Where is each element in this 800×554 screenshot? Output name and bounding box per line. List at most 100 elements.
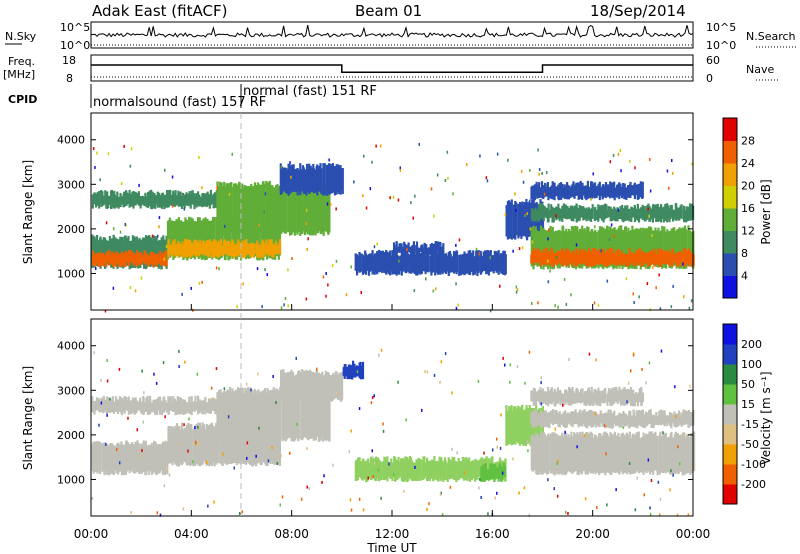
velocity-noise-cell <box>371 456 374 460</box>
power-cell <box>162 235 165 266</box>
power-cell <box>329 163 332 194</box>
power-cell <box>413 254 416 275</box>
power-cell <box>542 205 545 221</box>
power-cell <box>543 229 546 267</box>
power-cell <box>534 226 537 265</box>
velocity-cell <box>365 461 368 483</box>
power-cell <box>610 182 613 198</box>
power-cell <box>505 205 508 237</box>
power-cell <box>638 247 641 263</box>
power-noise-cell <box>412 216 414 220</box>
power-cell <box>611 182 615 199</box>
velocity-cell <box>613 410 616 424</box>
velocity-cell <box>548 391 551 404</box>
velocity-cell <box>255 429 258 463</box>
power-cell <box>551 206 554 223</box>
power-cell <box>233 243 236 257</box>
velocity-cell <box>355 459 358 481</box>
power-noise-cell <box>96 151 98 155</box>
colorbar-swatch <box>723 140 737 164</box>
power-noise-cell <box>547 259 549 263</box>
power-noise-cell <box>531 237 533 240</box>
power-noise-cell <box>651 266 654 270</box>
power-noise-cell <box>655 286 657 290</box>
velocity-cell <box>188 396 191 414</box>
velocity-noise-cell <box>91 496 94 500</box>
power-cell <box>208 194 211 209</box>
velocity-cell <box>545 410 548 424</box>
power-cell <box>443 253 446 273</box>
velocity-cell <box>386 456 389 482</box>
power-cell <box>148 255 151 262</box>
power-noise-cell <box>515 290 518 294</box>
velocity-noise-cell <box>660 349 663 353</box>
power-cell <box>178 193 181 207</box>
velocity-cell <box>472 460 475 479</box>
power-cell <box>145 196 148 208</box>
velocity-cell <box>383 456 386 480</box>
power-cell <box>244 240 247 258</box>
power-cell <box>164 194 167 208</box>
velocity-cell <box>414 462 417 481</box>
power-noise-cell <box>670 305 673 309</box>
velocity-noise-cell <box>164 415 166 419</box>
velocity-cell <box>530 390 533 402</box>
power-noise-cell <box>171 204 174 208</box>
power-cell <box>266 182 269 233</box>
power-cell <box>154 195 157 209</box>
power-cell <box>532 185 535 201</box>
power-cell <box>637 228 640 265</box>
power-cell <box>615 229 618 269</box>
power-noise-cell <box>593 301 596 305</box>
power-cell <box>174 190 177 207</box>
velocity-cell <box>655 416 658 425</box>
power-cell <box>635 228 638 269</box>
y-tick-label: 4000 <box>57 134 85 147</box>
power-cell <box>576 251 579 267</box>
velocity-cell <box>594 414 597 424</box>
velocity-cell <box>121 397 124 416</box>
power-cell <box>569 205 572 220</box>
velocity-cell <box>310 388 313 439</box>
velocity-cell <box>667 416 670 424</box>
power-cell <box>561 205 564 222</box>
velocity-noise-cell <box>192 460 194 464</box>
velocity-cell <box>514 406 517 445</box>
power-cell <box>563 231 566 266</box>
velocity-cell <box>136 442 139 472</box>
power-cell <box>359 253 362 273</box>
power-cell <box>687 225 690 266</box>
velocity-cell <box>330 375 333 402</box>
velocity-noise-cell <box>178 349 180 353</box>
velocity-noise-cell <box>250 388 252 392</box>
power-cell <box>125 191 128 206</box>
velocity-noise-cell <box>527 449 529 453</box>
power-cell <box>393 247 396 253</box>
power-cell <box>473 256 477 275</box>
power-cell <box>325 184 328 232</box>
power-cell <box>132 191 135 209</box>
power-cell <box>228 241 231 256</box>
velocity-noise-cell <box>245 382 248 386</box>
power-cell <box>145 236 148 268</box>
velocity-cell <box>178 396 181 415</box>
power-cell <box>361 255 364 275</box>
power-cell <box>305 183 308 233</box>
velocity-noise-cell <box>182 507 185 511</box>
colorbar-tick-label: -100 <box>741 458 766 471</box>
velocity-cell <box>191 401 194 412</box>
velocity-cell <box>105 396 108 414</box>
power-cell <box>204 243 207 256</box>
power-noise-cell <box>284 297 287 300</box>
power-cell <box>247 244 250 255</box>
velocity-cell <box>335 371 338 397</box>
power-cell <box>691 253 694 267</box>
velocity-cell <box>437 460 440 482</box>
power-cell <box>278 219 282 256</box>
velocity-noise-cell <box>187 449 189 453</box>
power-noise-cell <box>256 267 259 271</box>
power-cell <box>371 256 374 273</box>
velocity-noise-cell <box>362 508 365 512</box>
power-cell <box>195 193 198 208</box>
velocity-noise-cell <box>197 425 199 429</box>
